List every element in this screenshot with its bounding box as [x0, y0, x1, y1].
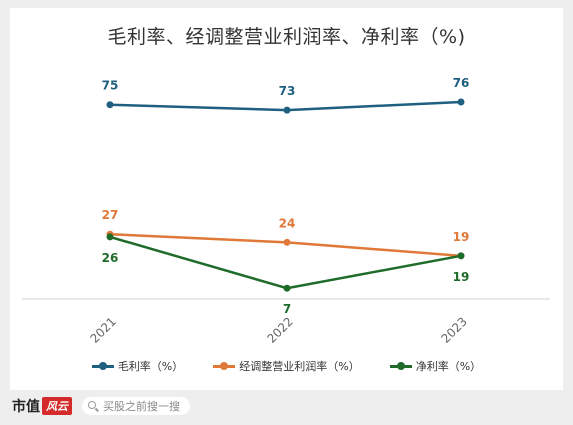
x-tick-label-0: 2021 [87, 314, 118, 345]
legend-swatch-1 [213, 361, 236, 371]
x-tick-label-1: 2022 [264, 314, 295, 345]
footer: 市值 风云 买股之前搜一搜 [12, 396, 190, 416]
legend-label-2: 净利率（%） [415, 360, 482, 373]
data-label-2-1: 7 [283, 302, 291, 316]
legend-label-0: 毛利率（%） [117, 360, 184, 373]
legend-item-2[interactable]: 净利率（%） [389, 358, 482, 374]
chart-card: 毛利率、经调整营业利润率、净利率（%) 75 73 76 27 24 19 26 7 19 202… [10, 8, 563, 390]
data-label-2-0: 26 [102, 251, 119, 265]
data-label-0-2: 76 [453, 76, 470, 90]
data-point-1-1 [283, 238, 291, 246]
data-label-0-1: 73 [279, 84, 296, 98]
data-label-1-0: 27 [102, 208, 119, 222]
x-tick-label-2: 2023 [438, 314, 469, 345]
search-box[interactable]: 买股之前搜一搜 [82, 397, 190, 415]
data-point-2-1 [283, 284, 291, 292]
legend-label-1: 经调整营业利润率（%） [239, 360, 360, 373]
data-point-0-1 [283, 106, 291, 114]
search-icon [88, 400, 99, 412]
data-label-0-0: 75 [102, 79, 119, 93]
legend-item-1[interactable]: 经调整营业利润率（%） [213, 358, 360, 374]
brand-logo: 市值 风云 [12, 396, 72, 416]
data-point-0-0 [106, 101, 114, 109]
data-label-1-1: 24 [279, 216, 296, 230]
data-point-2-2 [457, 252, 465, 260]
legend-swatch-2 [389, 361, 412, 371]
brand-text: 市值 [12, 399, 40, 415]
data-label-2-2: 19 [453, 270, 470, 284]
chart-legend: 毛利率（%） 经调整营业利润率（%） 净利率（%） [10, 358, 563, 374]
line-chart: 75 73 76 27 24 19 26 7 19 2021 2022 2023 [22, 76, 550, 346]
legend-item-0[interactable]: 毛利率（%） [91, 358, 184, 374]
legend-swatch-0 [91, 361, 114, 371]
search-placeholder: 买股之前搜一搜 [103, 400, 180, 413]
chart-title: 毛利率、经调整营业利润率、净利率（%) [107, 26, 466, 48]
data-point-0-2 [457, 98, 465, 106]
data-label-1-2: 19 [453, 230, 470, 244]
data-point-2-0 [106, 233, 114, 241]
brand-mark: 风云 [42, 397, 72, 415]
